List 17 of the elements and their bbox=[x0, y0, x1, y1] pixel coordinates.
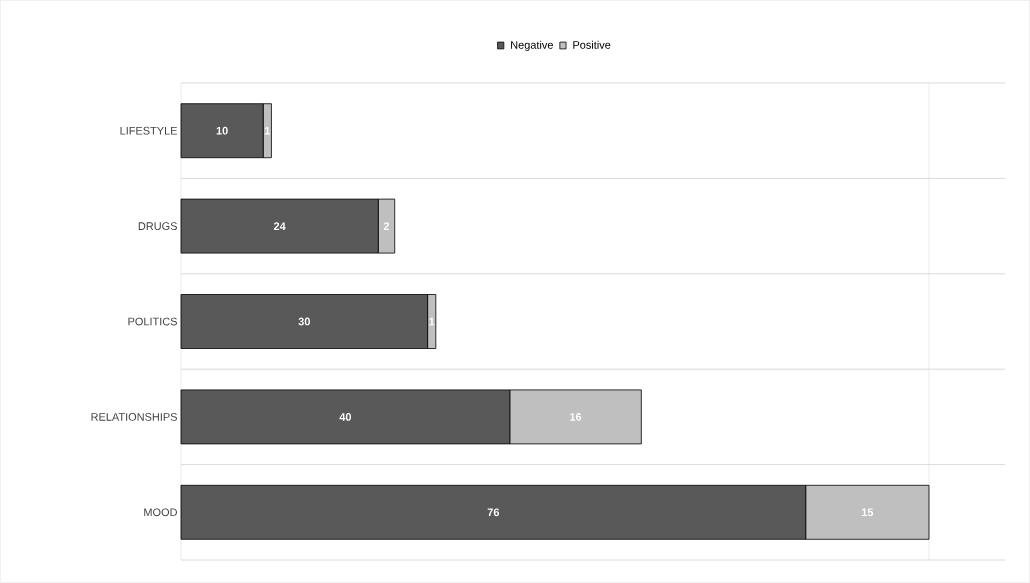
y-tick-label: RELATIONSHIPS bbox=[91, 413, 177, 421]
legend-label: Positive bbox=[573, 40, 611, 49]
data-label: 15 bbox=[861, 508, 874, 517]
data-label: 40 bbox=[339, 413, 352, 421]
data-label: 1 bbox=[264, 126, 271, 135]
legend-label: Negative bbox=[511, 40, 553, 51]
data-label: 76 bbox=[487, 508, 500, 517]
data-label: 2 bbox=[383, 222, 390, 230]
y-tick-label: MOOD bbox=[144, 508, 177, 517]
y-tick-label: LIFESTYLE bbox=[120, 126, 177, 135]
data-label: 30 bbox=[298, 317, 310, 326]
data-label: 16 bbox=[570, 413, 582, 421]
y-tick-label: DRUGS bbox=[138, 222, 177, 230]
y-tick-label: POLITICS bbox=[128, 317, 177, 326]
data-label: 10 bbox=[216, 126, 228, 135]
data-label: 1 bbox=[429, 317, 435, 326]
data-label: 24 bbox=[273, 222, 286, 230]
